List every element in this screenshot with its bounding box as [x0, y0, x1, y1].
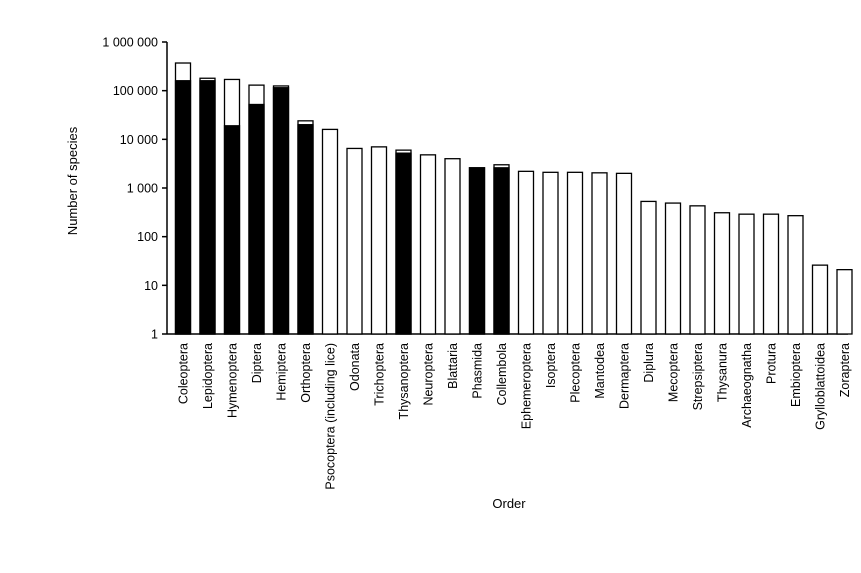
x-tick-label: Hemiptera [275, 343, 289, 401]
bar-filled [272, 87, 290, 335]
bar-filled [493, 167, 510, 335]
x-tick-label: Orthoptera [299, 343, 313, 403]
bar-total [542, 171, 559, 335]
x-tick-label: Strepsiptera [691, 343, 705, 410]
bar-filled [468, 167, 486, 335]
bar-filled [297, 124, 314, 335]
x-tick-label: Ephemeroptera [520, 343, 534, 429]
bar-total [591, 172, 608, 335]
bar-filled [248, 103, 265, 335]
bar-filled [395, 152, 412, 335]
x-tick-label: Lepidoptera [201, 343, 215, 409]
y-ticks: 1 10 100 1 000 10 000 100 000 1 000 000 [102, 36, 167, 342]
x-tick-label: Psocoptera (including lice) [324, 343, 338, 490]
bar-total [640, 200, 657, 335]
y-axis-title: Number of species [65, 126, 80, 235]
y-tick-label: 1 000 [127, 182, 158, 196]
bar-filled [174, 80, 192, 335]
x-tick-label: Collembola [495, 343, 509, 406]
bars [174, 62, 853, 335]
x-tick-label: Embioptera [789, 343, 803, 407]
bar-total [689, 205, 706, 335]
bar-total [713, 212, 731, 335]
bar-filled [223, 125, 241, 335]
x-tick-label: Thysanura [716, 343, 730, 402]
bar-total [346, 147, 363, 335]
bar-total [762, 213, 780, 335]
x-tick-label: Hymenoptera [226, 343, 240, 418]
x-labels: Coleoptera Lepidoptera Hymenoptera Diptera H… [177, 343, 853, 490]
x-tick-label: Dermaptera [618, 343, 632, 409]
y-tick-label: 1 [151, 328, 158, 342]
x-tick-label: Phasmida [471, 343, 485, 399]
bar-total [370, 146, 388, 335]
x-tick-label: Coleoptera [177, 343, 191, 404]
x-tick-label: Diplura [642, 343, 656, 383]
bar-filled [199, 80, 216, 335]
bar-total [738, 213, 755, 335]
x-tick-label: Odonata [348, 343, 362, 391]
x-tick-label: Thysanoptera [397, 343, 411, 419]
y-tick-label: 1 000 000 [102, 36, 158, 50]
x-tick-label: Mantodea [593, 343, 607, 399]
x-tick-label: Grylloblattoidea [814, 343, 828, 430]
bar-total [836, 269, 853, 335]
bar-total [615, 172, 633, 335]
bar-total [419, 154, 437, 335]
x-tick-label: Isoptera [544, 343, 558, 388]
y-tick-label: 100 [137, 230, 158, 244]
x-tick-label: Plecoptera [569, 343, 583, 403]
x-tick-label: Diptera [250, 343, 264, 383]
x-tick-label: Neuroptera [422, 343, 436, 406]
bar-total [321, 128, 339, 335]
x-tick-label: Mecoptera [667, 343, 681, 402]
x-tick-label: Archaeognatha [740, 343, 754, 428]
bar-total [444, 158, 461, 335]
x-tick-label: Zoraptera [838, 343, 852, 397]
y-tick-label: 10 000 [120, 133, 158, 147]
x-tick-label: Trichoptera [373, 343, 387, 406]
y-tick-label: 100 000 [113, 84, 158, 98]
bar-total [517, 170, 535, 335]
bar-total [811, 264, 829, 335]
bar-total [787, 215, 804, 335]
x-tick-label: Protura [765, 343, 779, 384]
y-tick-label: 10 [144, 279, 158, 293]
x-tick-label: Blattaria [446, 343, 460, 389]
bar-total [566, 171, 584, 335]
bar-total [664, 202, 682, 335]
x-axis-title: Order [492, 496, 526, 511]
